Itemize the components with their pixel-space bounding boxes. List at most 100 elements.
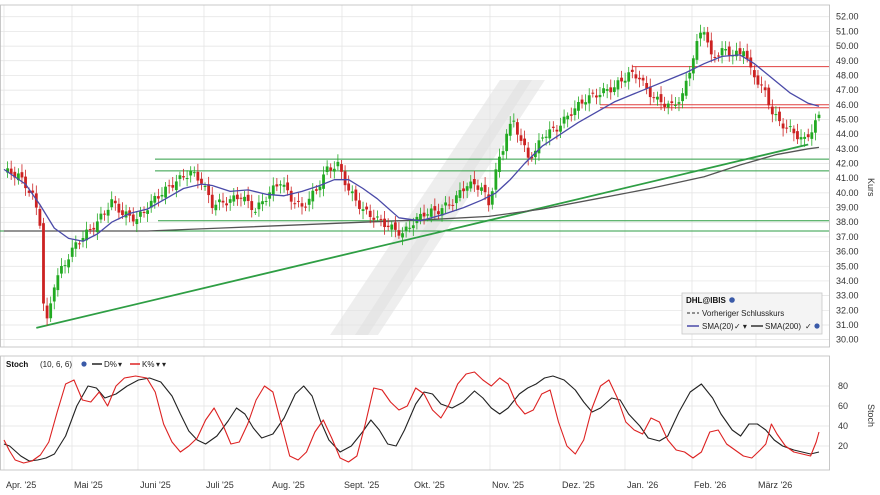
- price-y-tick: 40.00: [836, 188, 859, 198]
- candle-body-down: [652, 97, 656, 99]
- price-y-tick: 49.00: [836, 56, 859, 66]
- candle-body-up: [742, 51, 746, 57]
- candle-body-up: [559, 125, 562, 132]
- k-label: K%: [142, 360, 154, 369]
- candle-body-up: [311, 190, 315, 202]
- candle-body-up: [325, 166, 329, 172]
- candle-body-up: [490, 191, 494, 205]
- candle-body-up: [724, 49, 728, 51]
- candle-body-down: [634, 74, 638, 79]
- candle-body-up: [426, 214, 430, 216]
- candle-body-up: [264, 200, 268, 202]
- candle-body-down: [717, 55, 720, 57]
- stoch-frame: [0, 355, 830, 471]
- candle-body-up: [401, 233, 404, 238]
- candle-body-down: [763, 87, 767, 91]
- price-y-tick: 34.00: [836, 276, 859, 286]
- candle-body-down: [523, 138, 526, 146]
- legend-prev-close: Vorheriger Schlusskurs: [702, 309, 784, 318]
- candle-body-down: [171, 185, 175, 188]
- candle-body-down: [354, 189, 358, 201]
- candle-body-up: [232, 195, 236, 202]
- candle-body-up: [419, 213, 422, 220]
- candle-body-up: [63, 265, 67, 267]
- candle-body-down: [221, 200, 225, 203]
- candle-body-up: [444, 202, 448, 206]
- candle-body-up: [681, 93, 684, 102]
- candle-body-up: [174, 181, 178, 191]
- candle-body-down: [297, 200, 300, 202]
- candle-body-down: [781, 123, 785, 129]
- candle-body-down: [785, 127, 789, 129]
- sma200-check-icon[interactable]: ✓: [805, 322, 812, 331]
- candle-body-up: [139, 211, 142, 217]
- candle-body-down: [343, 171, 347, 186]
- stoch-axis-title: Stoch: [866, 404, 876, 427]
- settings-dot-icon[interactable]: [814, 323, 820, 329]
- sma200-line: [4, 146, 820, 232]
- candle-body-down: [792, 128, 796, 134]
- stoch-info-icon[interactable]: [81, 361, 87, 367]
- candle-body-up: [501, 151, 505, 155]
- candle-body-up: [336, 161, 340, 167]
- candle-body-down: [796, 131, 799, 140]
- candle-body-up: [688, 72, 692, 79]
- x-tick-label: Nov. '25: [492, 480, 524, 490]
- candle-body-down: [756, 75, 760, 85]
- stoch-y-tick: 20: [838, 441, 848, 451]
- x-tick-label: Jan. '26: [627, 480, 658, 490]
- candle-body-up: [106, 209, 110, 216]
- candle-body-down: [207, 184, 211, 196]
- candle-body-down: [752, 70, 756, 78]
- candle-body-down: [289, 190, 293, 202]
- candle-body-up: [318, 186, 322, 191]
- x-tick-label: März '26: [758, 480, 792, 490]
- candle-body-down: [487, 194, 491, 206]
- candle-body-down: [386, 225, 390, 228]
- info-icon[interactable]: [729, 297, 735, 303]
- stoch-y-tick: 80: [838, 381, 848, 391]
- candle-body-up: [228, 199, 232, 203]
- candle-body-up: [623, 80, 627, 83]
- candle-body-up: [95, 221, 99, 233]
- candle-body-up: [56, 275, 60, 291]
- price-y-tick: 33.00: [836, 291, 859, 301]
- candle-body-down: [239, 197, 243, 199]
- candle-body-up: [6, 168, 9, 173]
- sma20-check-icon[interactable]: ✓ ▾: [734, 322, 747, 331]
- candle-body-up: [702, 32, 706, 35]
- candle-body-down: [347, 183, 351, 191]
- candle-body-up: [677, 102, 681, 104]
- candle-body-up: [440, 208, 444, 216]
- candle-body-down: [551, 126, 555, 128]
- candle-body-up: [810, 132, 814, 139]
- stoch-more-icon[interactable]: ▾: [162, 360, 166, 369]
- candle-body-up: [178, 175, 182, 179]
- candle-body-up: [189, 170, 193, 176]
- k-dropdown-icon[interactable]: ▾: [156, 360, 160, 369]
- candle-body-down: [358, 200, 361, 209]
- candle-body-up: [602, 88, 605, 94]
- stoch-panel-border: [0, 355, 830, 471]
- candle-body-down: [745, 50, 749, 60]
- candle-body-up: [243, 196, 246, 202]
- candle-body-up: [60, 265, 63, 274]
- candle-body-up: [699, 32, 702, 39]
- candle-body-down: [451, 204, 455, 206]
- candle-body-up: [508, 123, 512, 136]
- candle-body-down: [760, 84, 763, 86]
- d-label: D%: [104, 360, 117, 369]
- candle-body-up: [541, 137, 544, 139]
- d-dropdown-icon[interactable]: ▾: [118, 360, 122, 369]
- candle-body-down: [393, 222, 397, 230]
- candle-body-up: [52, 287, 56, 302]
- stoch-d-line: [3, 375, 820, 462]
- candle-body-up: [735, 50, 738, 57]
- x-tick-label: Sept. '25: [344, 480, 379, 490]
- candle-body-up: [203, 185, 207, 187]
- candle-body-down: [314, 189, 318, 191]
- candle-body-up: [271, 185, 275, 195]
- candle-body-down: [113, 200, 117, 204]
- candle-body-up: [537, 140, 541, 154]
